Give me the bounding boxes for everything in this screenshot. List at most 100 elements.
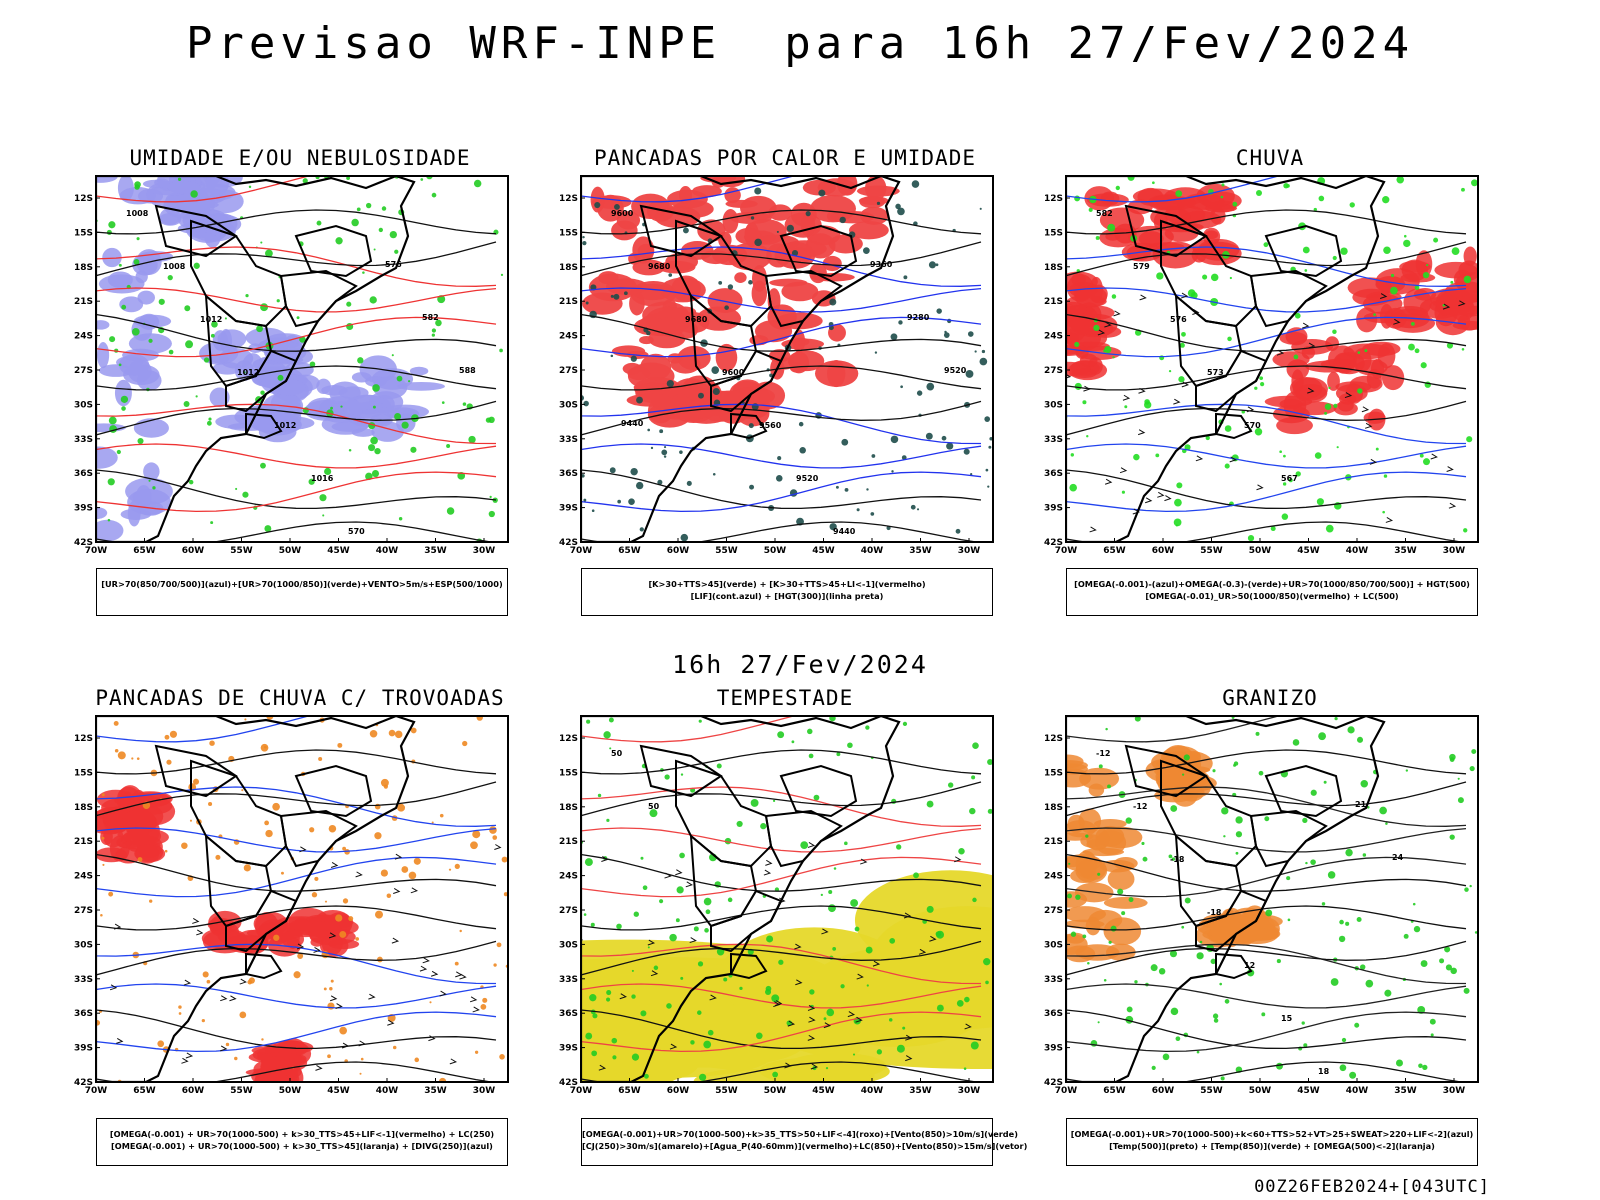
field-speckle xyxy=(900,385,903,389)
field-speckle xyxy=(889,938,896,944)
field-speckle xyxy=(234,1056,238,1061)
field-speckle xyxy=(1282,482,1287,486)
contour-line xyxy=(96,313,497,352)
stream-arrow xyxy=(419,965,428,972)
field-speckle xyxy=(1082,934,1087,939)
field-speckle xyxy=(499,348,503,353)
field-speckle xyxy=(136,237,140,241)
field-speckle xyxy=(359,1072,362,1075)
field-speckle xyxy=(1349,1071,1357,1079)
field-speckle xyxy=(362,271,365,274)
lon-tick-label: 70W xyxy=(570,1086,593,1096)
field-speckle xyxy=(1330,978,1339,986)
lon-tick-label: 65W xyxy=(133,546,156,556)
field-patch xyxy=(409,366,429,376)
stream-arrow xyxy=(1458,300,1466,307)
field-speckle xyxy=(628,498,635,505)
field-speckle xyxy=(661,449,668,456)
field-speckle xyxy=(1229,276,1232,280)
field-speckle xyxy=(888,1018,893,1022)
stream-arrow xyxy=(1307,342,1316,349)
field-patch xyxy=(1356,307,1378,333)
field-patch xyxy=(1103,917,1142,946)
contour-label: -18 xyxy=(1170,855,1185,864)
stream-arrow xyxy=(763,869,772,876)
legend-box: [OMEGA(-0.001)+UR>70(1000-500)+k<60+TTS>… xyxy=(1066,1118,1478,1166)
field-speckle xyxy=(1110,925,1117,932)
field-speckle xyxy=(724,305,729,310)
field-speckle xyxy=(1412,902,1416,906)
field-speckle xyxy=(225,1042,230,1047)
field-speckle xyxy=(1190,291,1198,299)
stream-arrow xyxy=(647,939,656,946)
field-speckle xyxy=(1086,434,1089,438)
field-speckle xyxy=(1382,510,1385,514)
contour-line xyxy=(96,1011,497,1053)
field-speckle xyxy=(1170,805,1178,812)
lat-tick-label: 30S xyxy=(1044,400,1063,410)
field-speckle xyxy=(616,923,622,930)
field-speckle xyxy=(245,294,249,298)
field-speckle xyxy=(970,473,973,476)
country-border xyxy=(1195,889,1268,953)
field-patch xyxy=(1383,307,1407,329)
field-speckle xyxy=(836,752,841,757)
field-speckle xyxy=(1338,935,1346,943)
field-speckle xyxy=(825,1067,829,1070)
field-speckle xyxy=(1224,999,1230,1004)
field-speckle xyxy=(1224,463,1230,469)
field-speckle xyxy=(357,357,364,364)
field-speckle xyxy=(134,184,140,190)
field-speckle xyxy=(686,480,692,486)
field-speckle xyxy=(1356,736,1364,743)
field-speckle xyxy=(431,333,435,337)
field-speckle xyxy=(441,401,445,404)
field-speckle xyxy=(188,479,194,485)
stream-arrow xyxy=(1119,467,1128,474)
field-speckle xyxy=(659,429,664,434)
field-speckle xyxy=(376,956,383,963)
field-speckle xyxy=(371,470,380,478)
field-speckle xyxy=(1074,341,1080,347)
contour-label: 579 xyxy=(1133,262,1150,271)
field-speckle xyxy=(1375,447,1379,451)
contour-label: 9600 xyxy=(722,368,745,377)
panel-title: TEMPESTADE xyxy=(716,686,854,710)
field-speckle xyxy=(351,218,359,227)
lat-tick-label: 30S xyxy=(559,940,578,950)
field-speckle xyxy=(901,455,907,460)
contour-line xyxy=(581,400,982,436)
stream-arrow xyxy=(422,957,430,964)
field-speckle xyxy=(1314,452,1322,459)
field-speckle xyxy=(866,984,869,987)
field-speckle xyxy=(606,818,610,822)
field-speckle xyxy=(748,280,753,285)
field-speckle xyxy=(117,751,126,760)
country-border xyxy=(1160,219,1258,328)
lon-tick-label: 55W xyxy=(715,1086,738,1096)
field-speckle xyxy=(241,789,244,792)
field-speckle xyxy=(224,317,227,320)
field-patch xyxy=(1098,826,1143,849)
field-speckle xyxy=(1471,749,1477,754)
field-speckle xyxy=(585,301,589,305)
field-speckle xyxy=(1276,959,1281,964)
contour-label: -12 xyxy=(1133,802,1147,811)
field-speckle xyxy=(1196,1050,1200,1054)
field-patch xyxy=(1204,204,1238,213)
country-border xyxy=(1160,759,1258,868)
panel-title: CHUVA xyxy=(1235,146,1305,170)
field-speckle xyxy=(1174,498,1182,507)
stream-arrow xyxy=(1122,394,1131,401)
field-speckle xyxy=(394,249,399,254)
field-speckle xyxy=(178,1005,182,1009)
field-patch xyxy=(1370,358,1385,379)
lat-tick-label: 36S xyxy=(1044,1009,1063,1019)
field-patch xyxy=(646,200,675,222)
field-speckle xyxy=(183,401,190,407)
field-patch xyxy=(281,930,305,948)
field-speckle xyxy=(316,220,322,226)
field-speckle xyxy=(311,892,318,898)
field-speckle xyxy=(1087,961,1090,965)
